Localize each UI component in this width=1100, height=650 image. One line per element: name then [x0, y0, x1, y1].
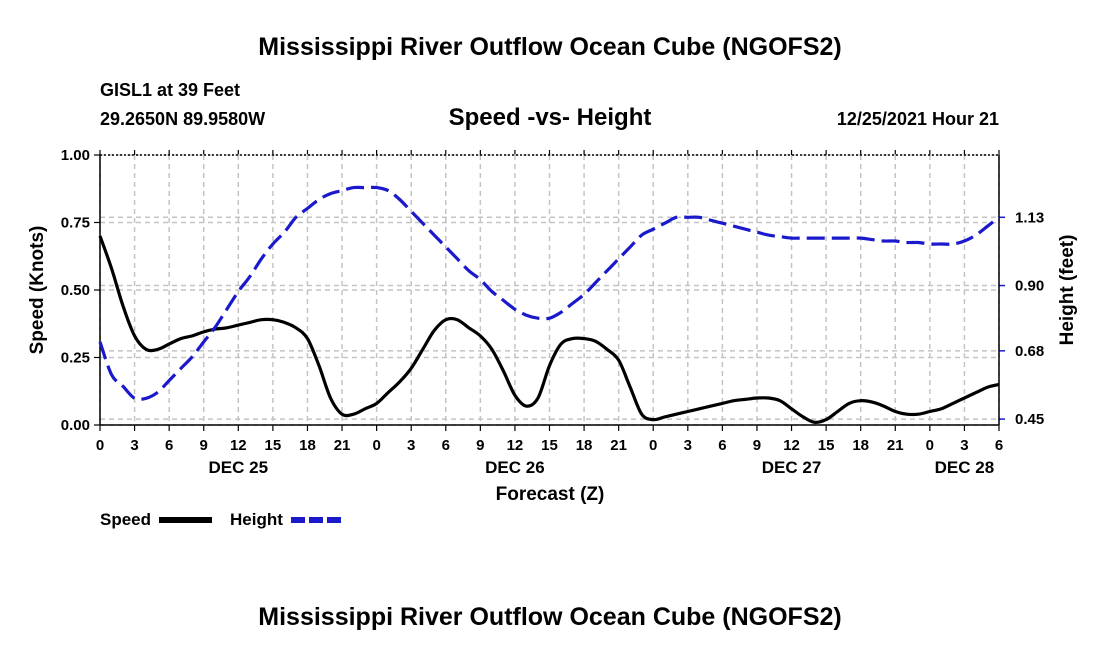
- y-tick-label: 0.75: [61, 215, 90, 232]
- plot-subtitle: Speed -vs- Height: [449, 104, 652, 131]
- y-axis-left-label: Speed (Knots): [27, 226, 48, 355]
- x-tick-label: 18: [576, 437, 593, 454]
- x-day-label: DEC 26: [485, 458, 545, 477]
- x-tick-label: 3: [407, 437, 415, 454]
- x-tick-label: 3: [684, 437, 692, 454]
- footer-title: Mississippi River Outflow Ocean Cube (NG…: [258, 603, 841, 631]
- x-tick-label: 3: [130, 437, 138, 454]
- x-axis-label: Forecast (Z): [496, 484, 605, 505]
- x-day-label: DEC 25: [209, 458, 269, 477]
- y-tick-label: 0.00: [61, 417, 90, 434]
- x-tick-label: 6: [442, 437, 450, 454]
- y-tick-label: 0.50: [61, 282, 90, 299]
- y-tick-label: 0.25: [61, 350, 90, 367]
- x-tick-label: 15: [818, 437, 835, 454]
- x-day-label: DEC 28: [935, 458, 995, 477]
- x-tick-label: 9: [476, 437, 484, 454]
- x-tick-label: 18: [299, 437, 316, 454]
- x-tick-label: 21: [610, 437, 627, 454]
- y-tick-label: 1.00: [61, 147, 90, 164]
- x-day-label: DEC 27: [762, 458, 822, 477]
- x-tick-label: 15: [265, 437, 282, 454]
- x-tick-label: 21: [887, 437, 904, 454]
- chart-main-title: Mississippi River Outflow Ocean Cube (NG…: [258, 33, 841, 61]
- series-line-height: [98, 185, 1000, 402]
- x-tick-label: 9: [200, 437, 208, 454]
- series-line-speed: [98, 235, 1000, 425]
- y-axis-right-label-group: Height (feet): [1057, 235, 1078, 346]
- x-tick-label: 0: [926, 437, 934, 454]
- plot-area: 0 3 6 9 12 15 18 21 0 3 6 9 12 15 18 21 0 3 6 9 12 15 18 21 0 3 6D…: [61, 147, 1044, 477]
- x-tick-label: 12: [783, 437, 800, 454]
- y2-tick-label: 0.45: [1015, 411, 1044, 428]
- x-tick-label: 12: [230, 437, 247, 454]
- legend-speed-label: Speed: [100, 510, 151, 529]
- x-tick-label: 15: [541, 437, 558, 454]
- x-tick-label: 3: [960, 437, 968, 454]
- y-axis-left-label-group: Speed (Knots): [27, 226, 48, 355]
- x-tick-label: 0: [372, 437, 380, 454]
- station-label: GISL1 at 39 Feet: [100, 80, 240, 100]
- x-tick-label: 21: [334, 437, 351, 454]
- forecast-datetime: 12/25/2021 Hour 21: [837, 109, 999, 129]
- x-tick-label: 6: [718, 437, 726, 454]
- y2-tick-label: 1.13: [1015, 209, 1044, 226]
- y2-tick-label: 0.68: [1015, 343, 1044, 360]
- y2-tick-label: 0.90: [1015, 278, 1044, 295]
- x-tick-label: 6: [165, 437, 173, 454]
- x-tick-label: 6: [995, 437, 1003, 454]
- x-tick-label: 0: [96, 437, 104, 454]
- x-tick-label: 9: [753, 437, 761, 454]
- y-axis-right-label: Height (feet): [1057, 235, 1078, 346]
- legend: Speed Height: [100, 510, 342, 529]
- x-tick-label: 18: [852, 437, 869, 454]
- x-tick-label: 12: [507, 437, 524, 454]
- legend-height-label: Height: [230, 510, 283, 529]
- station-coords: 29.2650N 89.9580W: [100, 109, 265, 129]
- x-tick-label: 0: [649, 437, 657, 454]
